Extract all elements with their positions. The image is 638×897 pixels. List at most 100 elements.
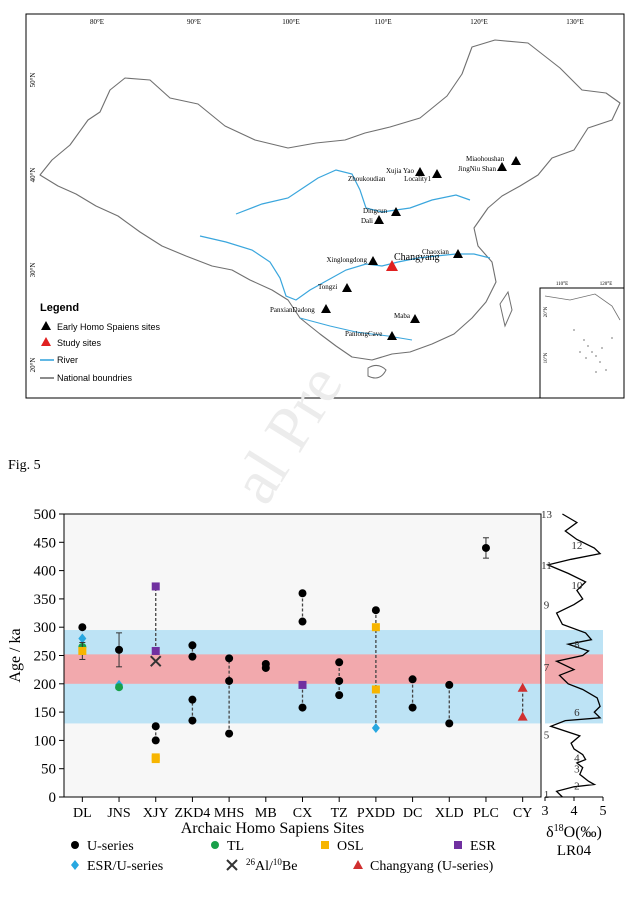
lat-label: 20°N: [29, 358, 37, 373]
site-markers: [321, 156, 521, 340]
site-marker: [374, 215, 384, 224]
figure-label: Fig. 5: [8, 458, 41, 473]
legend-label: Study sites: [57, 338, 102, 348]
lon-label: 110°E: [374, 18, 391, 26]
lon-label: 80°E: [90, 18, 104, 26]
data-point: [371, 606, 380, 615]
lon-label: 90°E: [187, 18, 201, 26]
legend-symbol: [71, 841, 79, 849]
data-point: [151, 736, 160, 745]
x-axis-label: Archaic Homo Sapiens Sites: [181, 820, 365, 837]
marine-isotope-stage-label: 10: [571, 580, 583, 592]
legend-symbol: [454, 841, 462, 849]
site-label: Zhoukoudian: [348, 175, 386, 183]
inset-lat-label: 20°N: [544, 306, 549, 317]
y-tick-label: 500: [34, 507, 57, 523]
inset-lon-label: 110°E: [556, 282, 568, 287]
y-tick-label: 350: [34, 592, 57, 608]
site-label: Locality1: [404, 175, 431, 183]
site-marker: [497, 162, 507, 171]
data-point: [115, 645, 124, 654]
lon-label: 130°E: [566, 18, 584, 26]
marine-isotope-stage-label: 7: [544, 662, 550, 674]
x-tick-label: DC: [403, 806, 422, 821]
data-point: [298, 589, 307, 598]
x-tick-label: ZKD4: [175, 806, 211, 821]
legend-label: River: [57, 355, 78, 365]
data-point: [151, 646, 160, 655]
x-tick-label: TZ: [331, 806, 348, 821]
legend-label: U-series: [87, 839, 134, 854]
x-tick-label: JNS: [107, 806, 130, 821]
site-label: Maba: [394, 312, 411, 320]
site-marker: [387, 331, 397, 340]
y-tick-label: 400: [34, 564, 57, 580]
data-point: [335, 676, 344, 685]
lat-label: 40°N: [29, 168, 37, 183]
data-point: [225, 729, 234, 738]
age-plot: 0 50 100 150 200 250 300 350 400 450 500 Age / ka DL…: [7, 507, 542, 837]
data-point: [188, 716, 197, 725]
data-point: [408, 703, 417, 712]
site-marker: [453, 249, 463, 258]
age-chart: 0 50 100 150 200 250 300 350 400 450 500 Age / ka DL…: [7, 507, 607, 874]
marine-isotope-stage-label: 13: [541, 509, 553, 521]
taiwan-island: [499, 290, 513, 328]
site-marker: [342, 283, 352, 292]
map-legend: Legend Early Homo Spaiens sites Study si…: [40, 302, 161, 383]
data-point: [78, 646, 87, 655]
legend-symbol: [226, 859, 238, 871]
legend-symbol: [211, 841, 219, 849]
age-band: [64, 654, 541, 684]
legend-symbol-study: [41, 337, 51, 346]
inset-lon-label: 120°E: [600, 282, 613, 287]
national-boundary: [39, 39, 621, 361]
lon-label: 100°E: [282, 18, 300, 26]
site-marker: [321, 304, 331, 313]
x-tick-label: MHS: [214, 806, 244, 821]
data-point: [517, 682, 528, 692]
marine-isotope-stage-label: 9: [544, 600, 550, 612]
study-site-label: Changyang: [394, 252, 440, 263]
legend-label: OSL: [337, 839, 363, 854]
legend-title: Legend: [40, 302, 79, 314]
y-tick-label: 150: [34, 705, 57, 721]
y-tick-label: 250: [34, 649, 57, 665]
site-label: Chaoxian: [422, 248, 449, 256]
data-point: [517, 711, 528, 721]
y-tick-label: 0: [49, 790, 57, 806]
inset-coastline: [544, 293, 621, 321]
south-china-sea-inset: [539, 287, 625, 399]
data-point: [335, 691, 344, 700]
y-tick-label: 300: [34, 620, 57, 636]
legend-label: ESR/U-series: [87, 859, 163, 874]
marine-isotope-stage-label: 11: [541, 560, 552, 572]
lr04-tick-label: 4: [571, 804, 578, 819]
site-label: PanxianDadong: [270, 306, 315, 314]
marine-isotope-stage-label: 2: [574, 781, 580, 793]
data-point: [225, 654, 234, 663]
data-point: [78, 623, 87, 632]
legend-label: Early Homo Spaiens sites: [57, 322, 161, 332]
y-tick-label: 50: [41, 762, 56, 778]
x-tick-label: PXDD: [357, 806, 395, 821]
y-tick-label: 100: [34, 733, 57, 749]
site-label: JingNiu Shan: [458, 165, 496, 173]
data-point: [371, 685, 380, 694]
marine-isotope-stage-label: 8: [574, 639, 580, 651]
legend-symbol: [71, 860, 79, 870]
site-marker: [368, 256, 378, 265]
legend-label: National boundries: [57, 373, 133, 383]
lr04-tick-label: 5: [600, 804, 607, 819]
legend-symbol: [353, 860, 363, 869]
marine-isotope-stage-label: 5: [544, 730, 550, 742]
x-tick-label: CY: [513, 806, 532, 821]
hainan-island: [367, 364, 387, 379]
legend-label: ESR: [470, 839, 496, 854]
site-map: 80°E 90°E 100°E 110°E 120°E 130°E 50°N 4…: [25, 13, 625, 399]
site-marker: [432, 169, 442, 178]
x-tick-label: DL: [73, 806, 92, 821]
site-label: Xujia Yao: [386, 167, 415, 175]
lr04-sub-label: LR04: [557, 843, 592, 859]
